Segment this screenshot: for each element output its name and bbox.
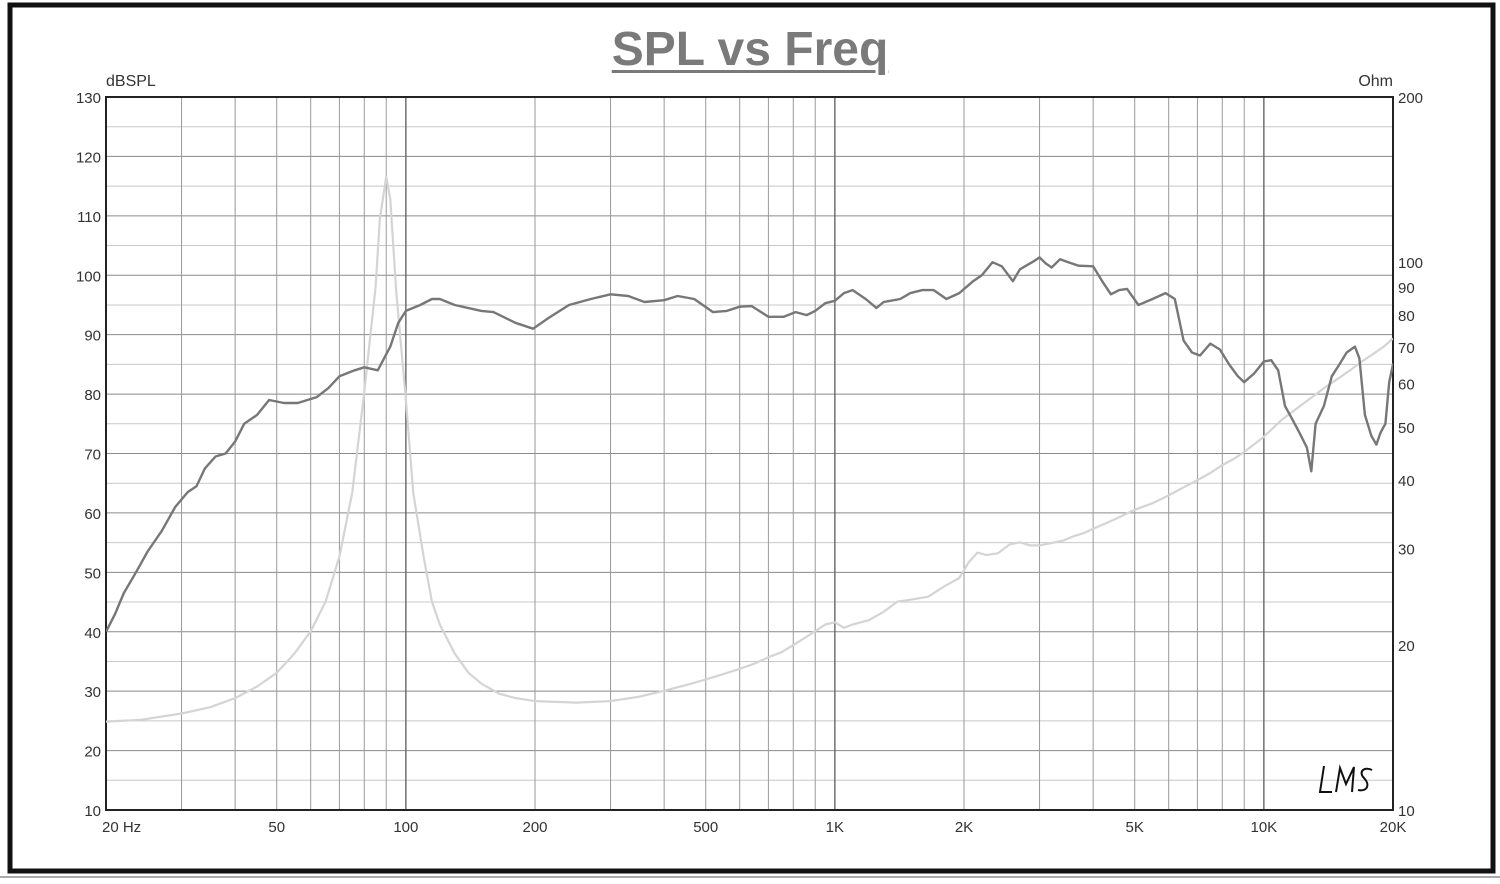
y2-tick-label: 60 <box>1398 377 1415 394</box>
y-tick-label: 20 <box>84 744 101 761</box>
y2-tick-label: 40 <box>1398 473 1415 490</box>
y2-tick-label: 30 <box>1398 542 1415 559</box>
y2-tick-label: 10 <box>1398 803 1415 820</box>
x-tick-label: 1K <box>826 819 844 836</box>
y2-tick-label: 200 <box>1398 90 1423 107</box>
y-tick-label: 100 <box>76 268 101 285</box>
y-axis-unit-label: dBSPL <box>106 73 156 90</box>
y-tick-label: 10 <box>84 803 101 820</box>
outer-border <box>7 2 1496 874</box>
x-tick-label: 10K <box>1251 819 1278 836</box>
x-tick-label: 500 <box>693 819 718 836</box>
y2-tick-label: 80 <box>1398 308 1415 325</box>
x-tick-label: 2K <box>955 819 973 836</box>
x-tick-label: 5K <box>1126 819 1144 836</box>
y2-tick-label: 100 <box>1398 255 1423 272</box>
x-tick-label: 20K <box>1380 819 1407 836</box>
y-tick-label: 90 <box>84 328 101 345</box>
y2-tick-label: 20 <box>1398 638 1415 655</box>
x-tick-label: 200 <box>522 819 547 836</box>
x-tick-label: 100 <box>393 819 418 836</box>
y-tick-label: 40 <box>84 625 101 642</box>
x-tick-label: 20 Hz <box>102 819 141 836</box>
y-tick-label: 70 <box>84 447 101 464</box>
y-tick-label: 30 <box>84 684 101 701</box>
plot-area-border <box>105 96 1394 811</box>
y2-tick-label: 90 <box>1398 280 1415 297</box>
impedance-curve <box>106 175 1393 723</box>
y-tick-label: 60 <box>84 506 101 523</box>
lms-logo <box>1316 762 1378 804</box>
y2-tick-label: 50 <box>1398 420 1415 437</box>
chart-title: SPL vs Freq <box>611 23 889 76</box>
x-tick-label: 50 <box>268 819 285 836</box>
y-tick-label: 110 <box>77 209 101 226</box>
y-tick-label: 120 <box>76 149 101 166</box>
y-tick-label: 50 <box>84 565 101 582</box>
spl-curve <box>106 256 1393 633</box>
y-tick-label: 130 <box>76 90 101 107</box>
y-tick-label: 80 <box>84 387 101 404</box>
y2-tick-label: 70 <box>1398 340 1415 357</box>
y2-axis-unit-label: Ohm <box>1358 73 1393 90</box>
